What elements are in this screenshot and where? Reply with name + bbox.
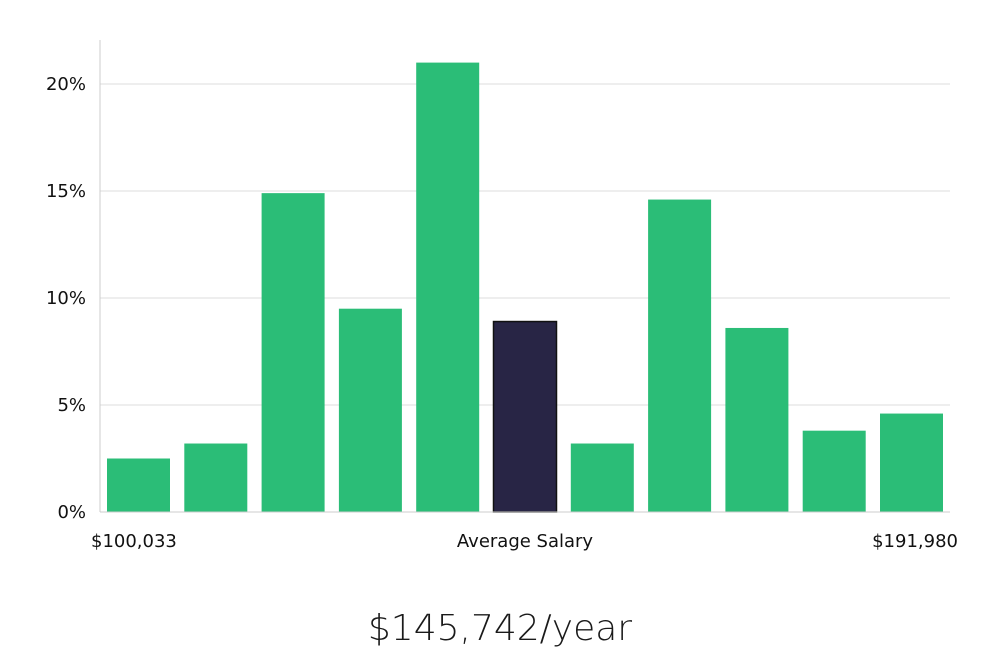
bar xyxy=(802,430,866,512)
bar xyxy=(416,62,480,512)
bar xyxy=(570,443,634,512)
y-tick-label: 0% xyxy=(57,502,86,523)
bar xyxy=(725,327,789,512)
bar xyxy=(880,413,943,512)
bar xyxy=(261,193,325,512)
bar xyxy=(648,199,712,512)
bar xyxy=(107,458,170,512)
y-tick-label: 20% xyxy=(46,74,86,95)
y-tick-label: 15% xyxy=(46,181,86,202)
y-tick-label: 10% xyxy=(46,288,86,309)
bar xyxy=(184,443,248,512)
y-tick-labels: 0% 5% 10% 15% 20% xyxy=(46,74,86,523)
x-center-label: Average Salary xyxy=(457,531,594,552)
y-tick-label: 5% xyxy=(57,395,86,416)
bar xyxy=(338,308,402,512)
x-max-label: $191,980 xyxy=(872,531,958,552)
bar-average-salary xyxy=(492,320,558,513)
salary-histogram: 0% 5% 10% 15% 20% $100,033 Average Salary $1… xyxy=(46,40,958,552)
average-salary-value: $145,742/year xyxy=(367,608,633,649)
bars xyxy=(107,62,943,513)
x-min-label: $100,033 xyxy=(91,531,177,552)
